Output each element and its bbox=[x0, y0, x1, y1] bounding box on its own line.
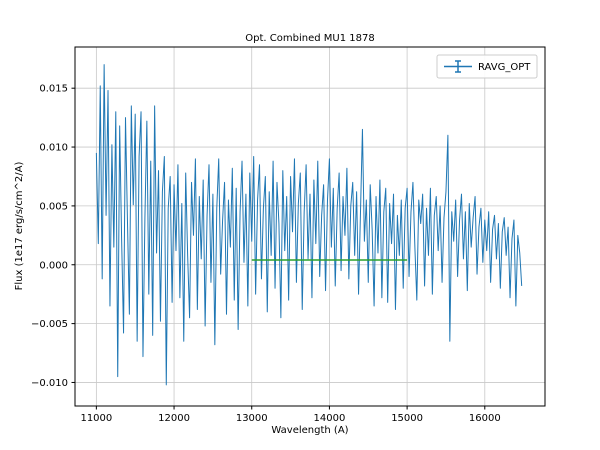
legend-label-ravg-opt: RAVG_OPT bbox=[478, 62, 531, 73]
legend: RAVG_OPT bbox=[436, 54, 538, 79]
chart-title: Opt. Combined MU1 1878 bbox=[245, 33, 374, 44]
x-tick-label: 12000 bbox=[158, 413, 190, 424]
y-tick-label: 0.010 bbox=[39, 143, 68, 154]
x-tick-label: 14000 bbox=[314, 413, 346, 424]
legend-box bbox=[436, 54, 538, 79]
x-tick-label: 11000 bbox=[80, 413, 112, 424]
y-axis-label: Flux (1e17 erg/s/cm^2/A) bbox=[14, 162, 25, 291]
y-tick-label: 0.015 bbox=[39, 84, 68, 95]
y-tick-label: 0.005 bbox=[39, 201, 68, 212]
plot-area: 11000 12000 13000 14000 15000 16000 −0.010 −0.0… bbox=[31, 46, 546, 424]
x-tick-label: 13000 bbox=[236, 413, 268, 424]
y-tick-label: −0.005 bbox=[31, 319, 68, 330]
series-line-ravg_opt bbox=[95, 64, 523, 386]
y-tick-label: 0.000 bbox=[39, 260, 68, 271]
x-tick-label: 15000 bbox=[391, 413, 423, 424]
x-tick-label: 16000 bbox=[469, 413, 501, 424]
legend-errorbar-glyph bbox=[444, 60, 472, 73]
axes-frame bbox=[74, 46, 546, 407]
x-axis-label: Wavelength (A) bbox=[271, 425, 348, 436]
y-tick-label: −0.010 bbox=[31, 378, 68, 389]
